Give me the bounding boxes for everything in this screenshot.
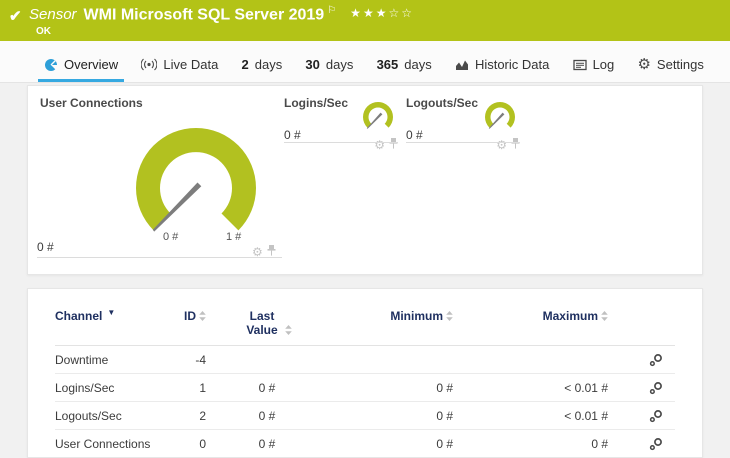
tab-365-days-label: days (404, 57, 432, 72)
gauge-settings-icon[interactable]: ⚙ (252, 245, 263, 259)
gauge-scale-min: 0 # (163, 231, 179, 243)
tab-30-days[interactable]: 30 days (305, 57, 354, 72)
channel-id: 0 (199, 436, 206, 451)
channel-maximum: < 0.01 # (564, 408, 608, 423)
user-connections-gauge-title: User Connections (40, 96, 143, 110)
table-header-row: Channel ▼ ID Last Value Minimum Maximum (55, 289, 675, 346)
flag-icon[interactable]: ⚐ (327, 5, 337, 16)
channel-settings-icon[interactable] (649, 381, 663, 395)
gauge-divider (284, 142, 398, 143)
sort-icon (446, 311, 453, 321)
tab-overview-label: Overview (64, 57, 119, 72)
tab-live-data[interactable]: Live Data (135, 57, 224, 82)
channel-id: 1 (199, 380, 206, 395)
histogram-icon (455, 58, 469, 71)
user-connections-gauge (136, 127, 256, 232)
channel-last-value: 0 # (258, 380, 276, 395)
column-header-id[interactable]: ID (153, 309, 206, 323)
tab-historic-data-label: Historic Data (474, 57, 550, 72)
tab-log[interactable]: Log (567, 57, 621, 82)
channel-settings-icon[interactable] (649, 353, 663, 367)
user-connections-value: 0 # (37, 240, 54, 254)
settings-gear-icon: ⚙ (637, 56, 651, 73)
status-ok-check-icon: ✔ (9, 8, 22, 25)
channel-name: Logins/Sec (55, 380, 115, 395)
tab-30-days-label: days (325, 57, 354, 72)
channel-last-value: 0 # (258, 408, 276, 423)
logouts-gauge (485, 101, 515, 129)
logins-gauge-block: Logins/Sec 0 # ⚙ (284, 94, 398, 151)
gauge-scale-max: 1 # (226, 231, 242, 243)
tab-bar: Overview Live Data 2 days 30 days 365 da… (0, 41, 730, 83)
column-header-channel[interactable]: Channel ▼ (55, 308, 116, 323)
channel-minimum: 0 # (436, 408, 453, 423)
sensor-title-row: Sensor WMI Microsoft SQL Server 2019 ⚐ ★★★☆… (29, 5, 414, 24)
gauges-panel: User Connections 0 # 1 # 0 # ⚙ Logins/Se… (27, 85, 703, 275)
gauge-divider (406, 142, 520, 143)
log-list-icon (572, 59, 587, 71)
sensor-title: WMI Microsoft SQL Server 2019 (83, 6, 325, 24)
tab-live-data-label: Live Data (163, 57, 219, 72)
tab-historic-data[interactable]: Historic Data (449, 57, 555, 82)
channels-table: Channel ▼ ID Last Value Minimum Maximum (28, 289, 702, 457)
column-header-last-value[interactable]: Last Value (206, 309, 328, 337)
sort-icon (285, 325, 292, 335)
logouts-gauge-title: Logouts/Sec (406, 96, 479, 110)
tab-settings[interactable]: ⚙ Settings (631, 57, 709, 82)
gauge-icon (44, 58, 58, 72)
table-row: Logouts/Sec 2 0 # 0 # < 0.01 # (55, 402, 675, 430)
channel-settings-icon[interactable] (649, 437, 663, 451)
tab-365-days[interactable]: 365 days (376, 57, 432, 72)
logins-value: 0 # (284, 128, 301, 142)
column-header-minimum[interactable]: Minimum (328, 309, 453, 323)
tab-settings-label: Settings (656, 57, 704, 72)
live-signal-icon (141, 58, 158, 71)
channel-minimum: 0 # (436, 436, 453, 451)
sort-icon (199, 311, 206, 321)
logins-gauge (363, 101, 393, 129)
logouts-value: 0 # (406, 128, 423, 142)
gauge-settings-icon[interactable]: ⚙ (496, 138, 507, 152)
channel-name: User Connections (55, 436, 151, 451)
channel-last-value: 0 # (258, 436, 276, 451)
channel-name: Logouts/Sec (55, 408, 122, 423)
gauge-divider (37, 257, 282, 258)
tab-log-label: Log (592, 57, 615, 72)
tab-overview[interactable]: Overview (38, 57, 125, 82)
chevron-down-icon: ▼ (107, 308, 116, 317)
channel-maximum: < 0.01 # (564, 380, 608, 395)
logouts-gauge-block: Logouts/Sec 0 # ⚙ (406, 94, 520, 151)
gauge-pin-icon[interactable] (267, 243, 276, 261)
gauge-pin-icon[interactable] (511, 136, 520, 154)
logins-gauge-title: Logins/Sec (284, 96, 349, 110)
channel-id: -4 (195, 352, 206, 367)
gauge-settings-icon[interactable]: ⚙ (374, 138, 385, 152)
channels-table-panel: Channel ▼ ID Last Value Minimum Maximum (27, 288, 703, 458)
sensor-kind-label: Sensor (29, 6, 77, 24)
sort-icon (601, 311, 608, 321)
channel-name: Downtime (55, 352, 109, 367)
gauge-pin-icon[interactable] (389, 136, 398, 154)
tab-2-days[interactable]: 2 days (241, 57, 283, 72)
channel-settings-icon[interactable] (649, 409, 663, 423)
channel-id: 2 (199, 408, 206, 423)
column-header-maximum[interactable]: Maximum (453, 309, 608, 323)
channel-minimum: 0 # (436, 380, 453, 395)
table-row: Logins/Sec 1 0 # 0 # < 0.01 # (55, 374, 675, 402)
priority-stars[interactable]: ★★★☆☆ (350, 6, 414, 21)
table-row: User Connections 0 0 # 0 # 0 # (55, 430, 675, 457)
channel-maximum: 0 # (591, 436, 608, 451)
table-row: Downtime -4 (55, 346, 675, 374)
tab-2-days-label: days (254, 57, 283, 72)
sensor-header-bar: ✔ Sensor WMI Microsoft SQL Server 2019 ⚐ ★★… (0, 0, 730, 41)
sensor-status-badge: OK (36, 26, 51, 37)
